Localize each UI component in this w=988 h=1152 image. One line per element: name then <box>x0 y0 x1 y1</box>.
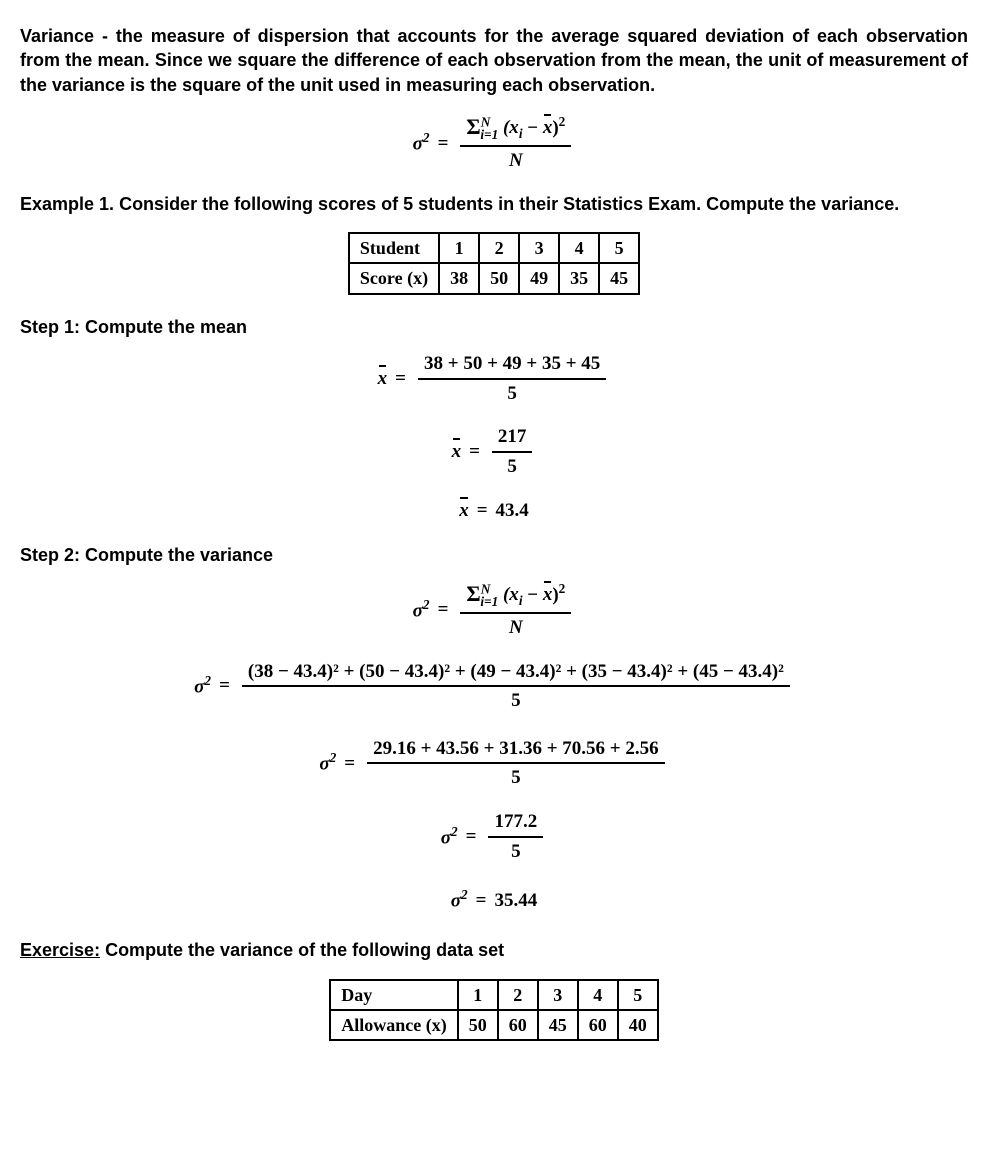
variance-expansion: σ2 = (38 − 43.4)² + (50 − 43.4)² + (49 −… <box>20 659 968 714</box>
sigma4: σ <box>319 754 329 775</box>
formula-den: N <box>460 147 571 174</box>
sigma6-exp: 2 <box>461 887 468 902</box>
exercise-statement: Exercise: Compute the variance of the fo… <box>20 938 968 962</box>
cell: 2 <box>479 233 519 263</box>
row-label: Student <box>349 233 439 263</box>
sigma5-exp: 2 <box>451 824 458 839</box>
example-statement: Example 1. Consider the following scores… <box>20 192 968 216</box>
sigma5: σ <box>441 827 451 848</box>
cell: 45 <box>538 1010 578 1040</box>
xbar-sym: x <box>378 366 388 392</box>
xbar-sym-3: x <box>459 498 469 524</box>
mean-denominator: 5 <box>418 380 606 407</box>
mean2-numerator: 217 <box>492 424 533 453</box>
xbar-2: x <box>543 582 553 608</box>
cell: 5 <box>599 233 639 263</box>
var-long-numerator: (38 − 43.4)² + (50 − 43.4)² + (49 − 43.4… <box>242 659 790 688</box>
cell: 60 <box>578 1010 618 1040</box>
cell: 50 <box>458 1010 498 1040</box>
minus: − <box>523 117 543 138</box>
step-1-label: Step 1: Compute the mean <box>20 315 968 339</box>
mean-computation-1: x = 38 + 50 + 49 + 35 + 45 5 <box>20 351 968 406</box>
sigma4-exp: 2 <box>330 750 337 765</box>
cell: 5 <box>618 980 658 1010</box>
cell: 49 <box>519 263 559 293</box>
definition-text: - the measure of dispersion that account… <box>20 26 968 95</box>
allowance-table: Day 1 2 3 4 5 Allowance (x) 50 60 45 60 … <box>329 979 658 1042</box>
table-row: Student 1 2 3 4 5 <box>349 233 639 263</box>
sigma-sum-symbol <box>466 118 480 139</box>
mean2-denominator: 5 <box>492 453 533 480</box>
sigma-sq-exp: 2 <box>423 130 430 145</box>
cell: 3 <box>519 233 559 263</box>
variance-s2: σ2 = 177.2 5 <box>20 809 968 864</box>
sigma-sum-symbol-2 <box>466 585 480 606</box>
xbar: x <box>543 115 553 141</box>
row-label: Score (x) <box>349 263 439 293</box>
sigma2-exp: 2 <box>423 597 430 612</box>
variance-mid: σ2 = 29.16 + 43.56 + 31.36 + 70.56 + 2.5… <box>20 736 968 791</box>
variance-result-value: 35.44 <box>494 888 537 914</box>
table-row: Score (x) 38 50 49 35 45 <box>349 263 639 293</box>
variance-result: σ2 = 35.44 <box>20 886 968 914</box>
cell: 60 <box>498 1010 538 1040</box>
cell: 1 <box>458 980 498 1010</box>
xi-open-2: (x <box>503 584 519 605</box>
cell: 35 <box>559 263 599 293</box>
var-mid-numerator: 29.16 + 43.56 + 31.36 + 70.56 + 2.56 <box>367 736 665 765</box>
sigma3-exp: 2 <box>204 673 211 688</box>
row-label: Allowance (x) <box>330 1010 457 1040</box>
intro-paragraph: Variance - the measure of dispersion tha… <box>20 24 968 97</box>
xbar-sym-2: x <box>452 439 462 465</box>
cell: 45 <box>599 263 639 293</box>
cell: 3 <box>538 980 578 1010</box>
var-mid-denominator: 5 <box>367 764 665 791</box>
mean-computation-2: x = 217 5 <box>20 424 968 479</box>
cell: 38 <box>439 263 479 293</box>
cell: 4 <box>559 233 599 263</box>
step-2-label: Step 2: Compute the variance <box>20 543 968 567</box>
sigma6: σ <box>451 891 461 912</box>
sigma3: σ <box>194 677 204 698</box>
mean-numerator: 38 + 50 + 49 + 35 + 45 <box>418 351 606 380</box>
cell: 40 <box>618 1010 658 1040</box>
cell: 50 <box>479 263 519 293</box>
exercise-text: Compute the variance of the following da… <box>100 940 504 960</box>
var-long-denominator: 5 <box>242 687 790 714</box>
var-s2-denominator: 5 <box>488 838 543 865</box>
mean-result-value: 43.4 <box>496 498 529 524</box>
sigma2: σ <box>413 600 423 621</box>
exercise-label: Exercise: <box>20 940 100 960</box>
formula-den-2: N <box>460 614 571 641</box>
cell: 4 <box>578 980 618 1010</box>
close-sq: 2 <box>559 114 566 129</box>
cell: 1 <box>439 233 479 263</box>
mean-result: x = 43.4 <box>20 498 968 524</box>
table-row: Day 1 2 3 4 5 <box>330 980 657 1010</box>
var-s2-numerator: 177.2 <box>488 809 543 838</box>
xi-open: (x <box>503 117 519 138</box>
row-label: Day <box>330 980 457 1010</box>
term-variance: Variance <box>20 26 94 46</box>
sigma: σ <box>413 134 423 155</box>
cell: 2 <box>498 980 538 1010</box>
variance-formula-repeat: σ2 = Ni=1 (xi − x)2 N <box>20 580 968 641</box>
variance-formula: σ2 = Ni=1 (xi − x)2 N <box>20 113 968 174</box>
close-sq-2: 2 <box>559 581 566 596</box>
table-row: Allowance (x) 50 60 45 60 40 <box>330 1010 657 1040</box>
student-score-table: Student 1 2 3 4 5 Score (x) 38 50 49 35 … <box>348 232 640 295</box>
example-label: Example 1. <box>20 194 114 214</box>
example-text: Consider the following scores of 5 stude… <box>114 194 899 214</box>
minus-2: − <box>523 584 543 605</box>
